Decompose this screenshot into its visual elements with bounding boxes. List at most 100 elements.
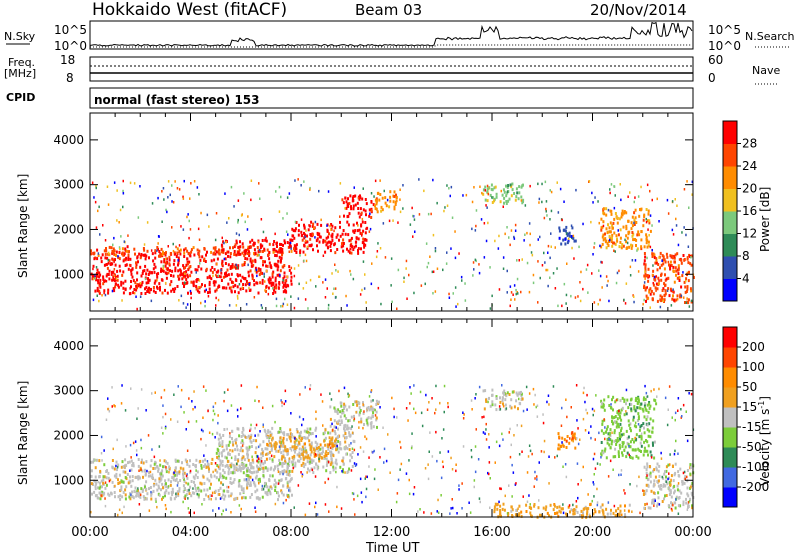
echo-cell [638,406,641,410]
echo-cell [662,483,665,487]
echo-cell [601,449,604,453]
echo-cell [169,269,171,273]
echo-cell [646,286,648,289]
echo-cell [299,453,302,456]
echo-cell [545,505,548,509]
echo-cell [347,392,349,396]
echo-cell [511,508,514,512]
echo-cell [248,251,251,255]
echo-cell [515,391,518,395]
echo-cell [588,513,591,517]
echo-cell [169,193,171,197]
echo-cell [347,233,350,237]
echo-cell [650,289,653,293]
echo-cell [596,487,598,491]
echo-cell [201,255,204,259]
echo-cell [644,492,647,496]
echo-cell [564,242,567,246]
echo-cell [127,253,130,257]
echo-cell [656,395,658,398]
echo-cell [568,234,571,238]
echo-cell [280,457,283,461]
echo-cell [360,223,363,227]
echo-cell [221,245,224,249]
echo-cell [229,449,231,452]
echo-cell [144,277,147,281]
echo-cell [451,216,454,219]
echo-cell [318,232,321,236]
echo-cell [195,271,197,274]
echo-cell [501,193,504,197]
echo-cell [134,440,137,443]
echo-cell [118,481,121,485]
echo-cell [164,253,167,257]
echo-cell [171,493,174,497]
echo-cell [242,426,245,430]
echo-cell [265,457,268,461]
echo-cell [121,247,124,251]
echo-cell [506,512,509,515]
echo-cell [372,425,375,429]
echo-cell [638,475,640,479]
echo-cell [288,469,291,473]
echo-cell [408,273,410,277]
echo-cell [303,465,306,469]
echo-cell [165,507,167,511]
echo-cell [230,272,233,276]
echo-cell [607,244,610,248]
y-tick-label: 2000 [53,428,84,442]
echo-cell [137,458,140,461]
echo-cell [170,497,173,501]
echo-cell [613,504,616,508]
echo-cell [214,468,217,472]
echo-cell [309,453,312,457]
echo-cell [594,438,596,441]
echo-cell [677,504,680,508]
echo-cell [645,235,648,239]
echo-cell [197,495,200,499]
y-tick-label: 2000 [53,222,84,236]
echo-cell [418,213,421,216]
echo-cell [254,399,256,402]
echo-cell [348,239,351,243]
echo-cell [274,254,277,257]
echo-cell [393,207,396,211]
echo-cell [481,416,483,419]
echo-cell [620,198,622,202]
echo-cell [495,503,498,507]
echo-cell [185,474,188,478]
echo-cell [200,437,202,441]
echo-cell [553,504,556,508]
echo-cell [154,265,157,269]
echo-cell [662,258,665,262]
echo-cell [352,248,355,251]
echo-cell [352,204,355,208]
echo-cell [93,257,96,261]
echo-cell [662,255,665,259]
echo-cell [611,398,613,402]
echo-cell [318,457,320,461]
echo-cell [616,237,618,241]
echo-cell [677,266,680,270]
echo-cell [203,259,205,262]
echo-cell [622,225,625,229]
echo-cell [671,289,674,293]
echo-cell [599,244,601,248]
echo-cell [154,466,157,470]
echo-cell [146,268,149,272]
echo-cell [158,254,160,258]
echo-cell [653,253,656,257]
echo-cell [668,476,670,480]
echo-cell [248,483,251,487]
echo-cell [310,244,312,248]
echo-cell [530,506,533,510]
echo-cell [300,448,303,452]
echo-cell [503,389,506,393]
echo-cell [604,240,607,244]
echo-cell [649,506,652,510]
echo-cell [203,247,206,250]
echo-cell [600,401,603,405]
echo-cell [346,247,348,251]
echo-cell [515,509,518,512]
echo-cell [544,261,546,264]
